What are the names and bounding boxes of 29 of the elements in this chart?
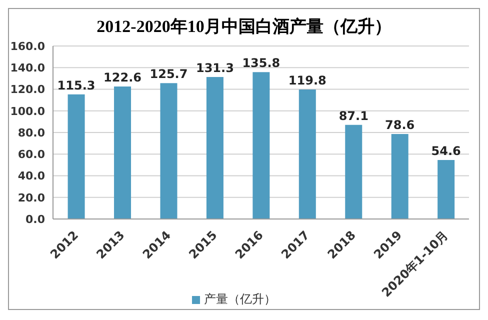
bar xyxy=(206,77,224,219)
bar xyxy=(160,83,178,219)
y-tick-label: 60.0 xyxy=(18,148,46,162)
bar xyxy=(298,89,316,219)
data-label: 115.3 xyxy=(57,78,96,92)
data-label: 119.8 xyxy=(288,73,326,88)
bar xyxy=(68,94,85,219)
bar xyxy=(252,72,270,219)
data-label: 122.6 xyxy=(104,70,142,84)
bar xyxy=(345,124,362,219)
legend-label: 产量（亿升） xyxy=(204,292,276,306)
data-label: 87.1 xyxy=(338,108,368,123)
y-tick-label: 160.0 xyxy=(10,40,46,53)
y-tick-label: 40.0 xyxy=(18,170,46,183)
data-label: 125.7 xyxy=(150,67,188,82)
data-label: 78.6 xyxy=(385,118,415,132)
bar xyxy=(391,134,408,219)
y-tick-label: 120.0 xyxy=(10,83,46,96)
y-tick-label: 0.0 xyxy=(26,212,46,226)
data-label: 135.8 xyxy=(242,56,280,70)
chart-title: 2012-2020年10月中国白酒产量（亿升） xyxy=(96,16,392,38)
bar xyxy=(114,86,132,219)
data-label: 54.6 xyxy=(431,144,461,158)
bar xyxy=(438,160,455,219)
y-tick-label: 20.0 xyxy=(18,191,46,204)
y-tick-label: 80.0 xyxy=(18,126,46,140)
y-tick-label: 140.0 xyxy=(10,62,46,75)
y-tick-label: 100.0 xyxy=(10,104,46,118)
data-label: 131.3 xyxy=(196,61,234,76)
